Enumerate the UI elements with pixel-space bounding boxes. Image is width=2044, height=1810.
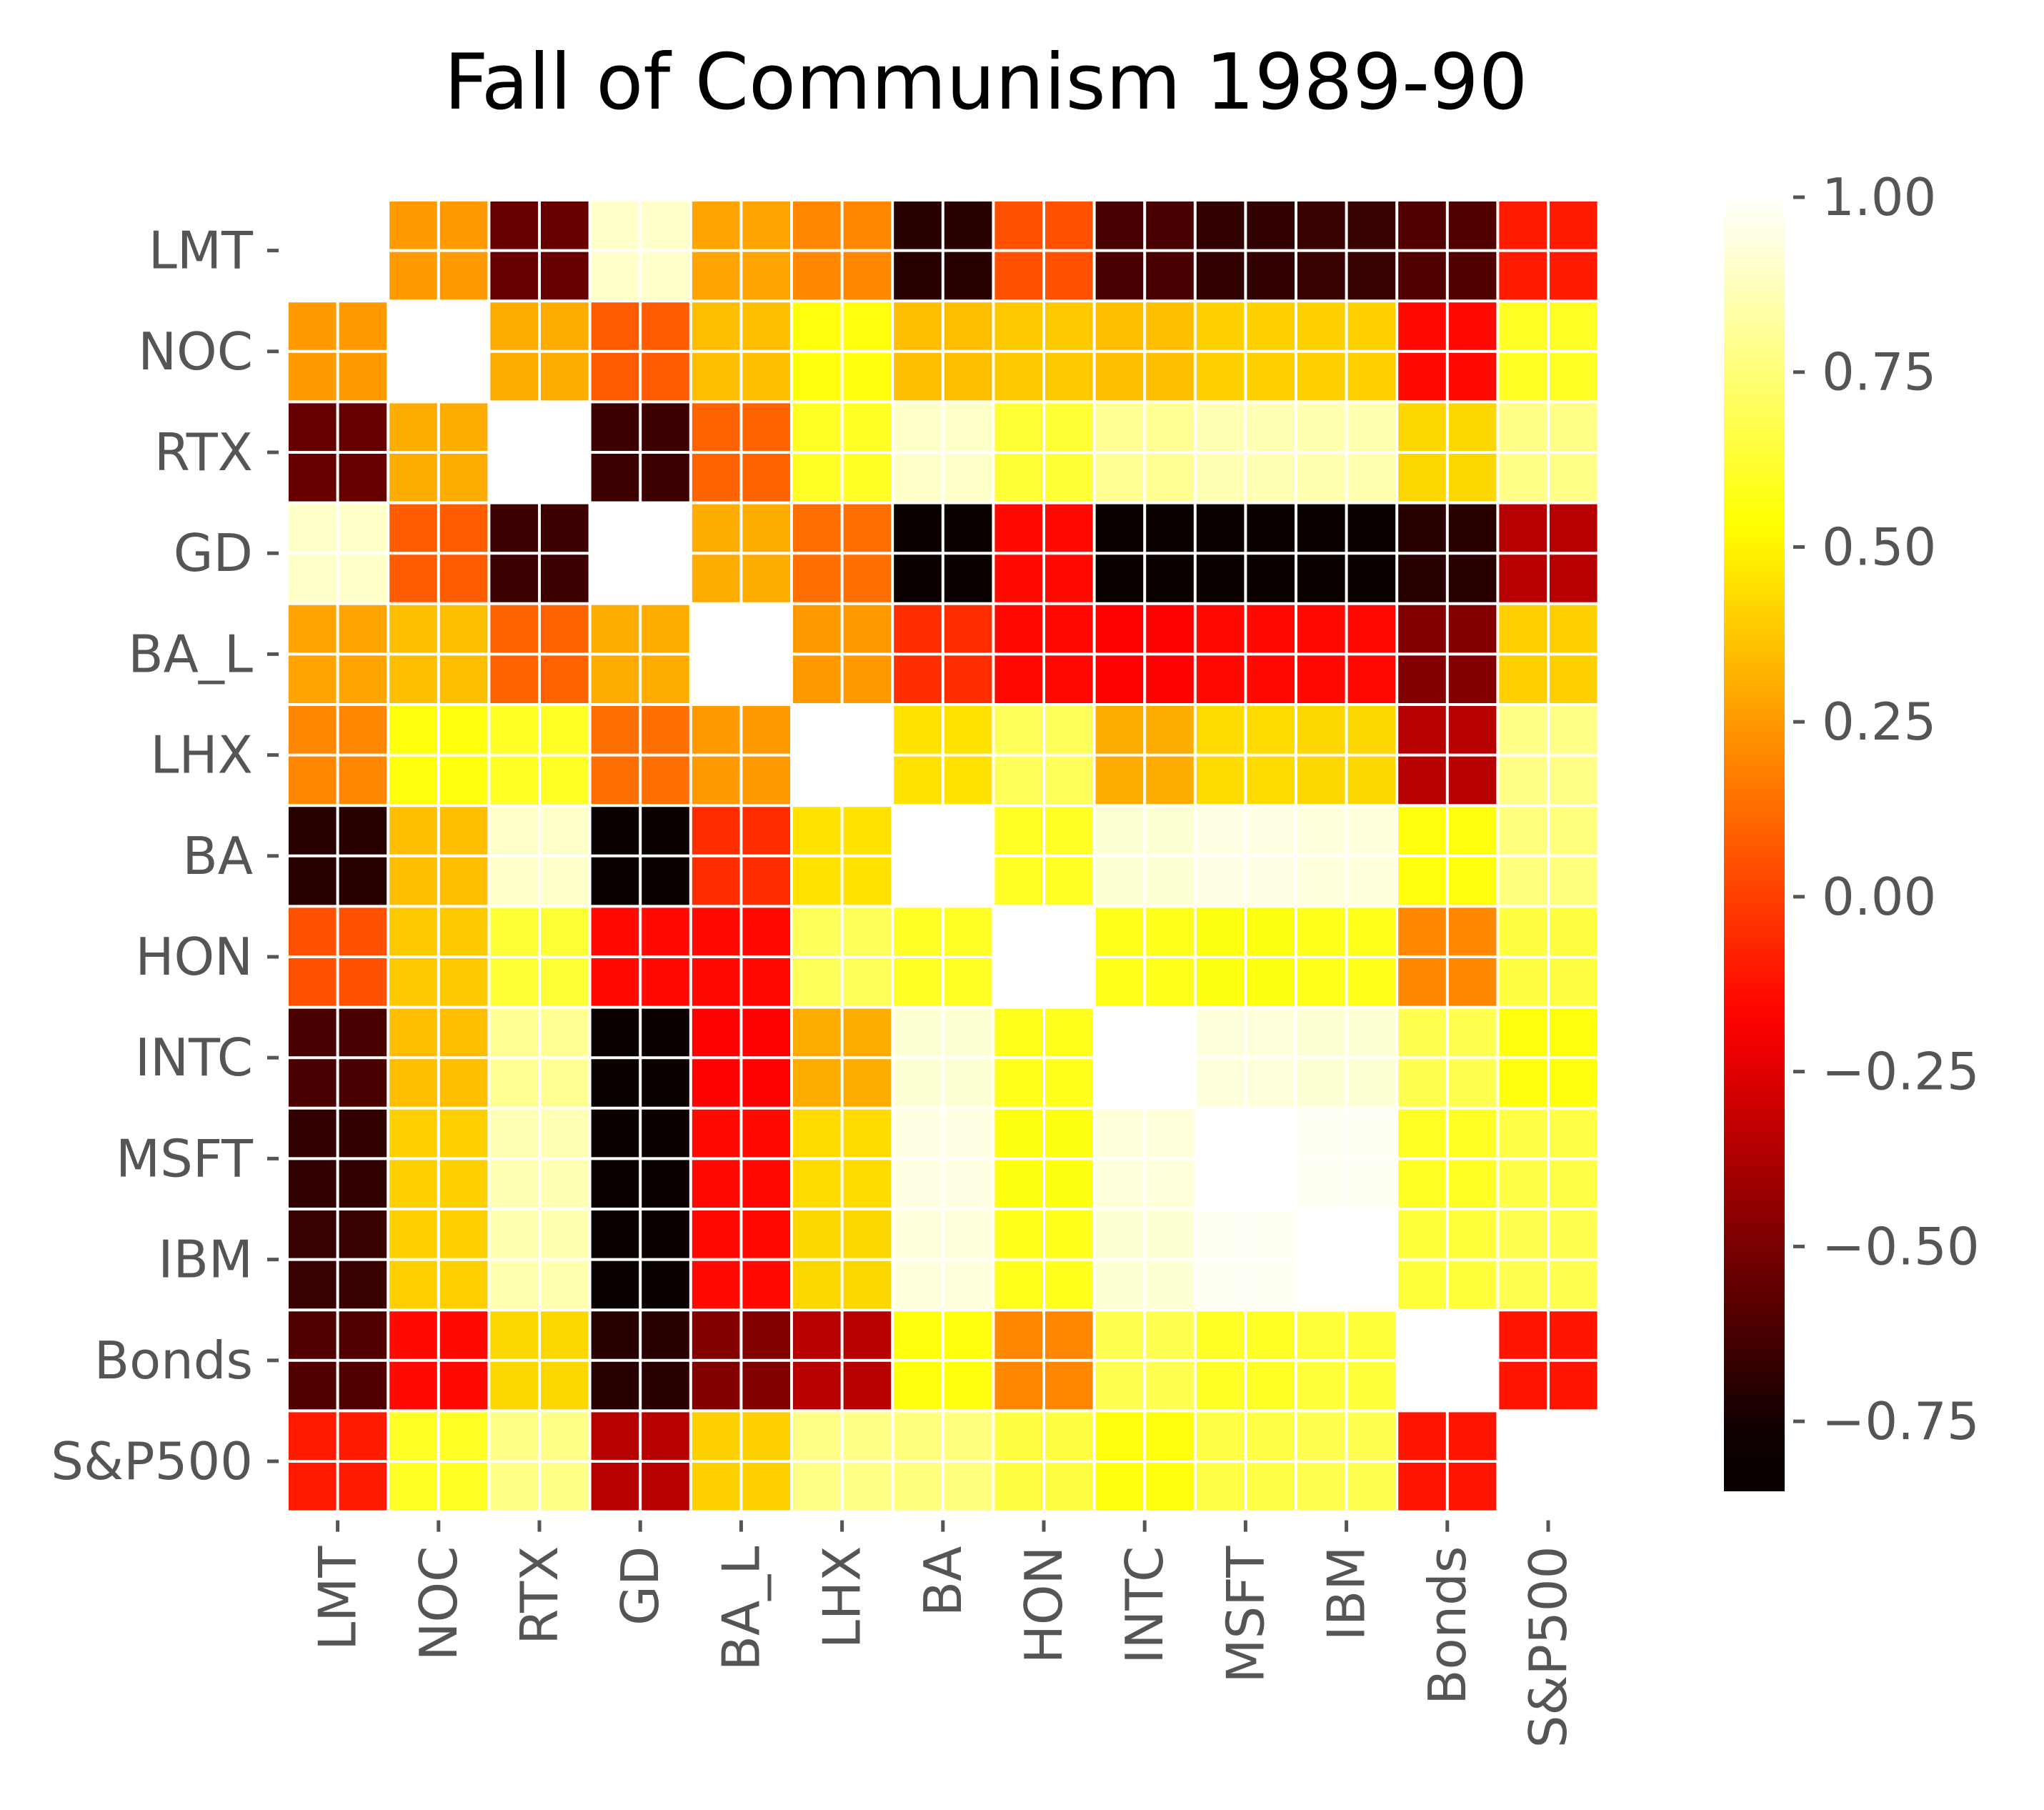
x-tick-label-rtx: RTX — [509, 1546, 569, 1645]
colorbar-tick-label: −0.25 — [1822, 1042, 1980, 1102]
y-tick-label-ba-l: BA_L — [128, 624, 253, 684]
y-tick-label-gd: GD — [174, 523, 253, 583]
colorbar-tick-label: 0.25 — [1822, 692, 1936, 752]
colorbar-axis: 1.00 0.75 0.50 0.25 0.00 −0.25 −0.50 −0.75 — [1793, 167, 1980, 1451]
y-tick-label-sandp500: S&P500 — [51, 1431, 253, 1491]
y-tick-label-ibm: IBM — [158, 1230, 253, 1290]
y-tick-label-ba: BA — [182, 826, 253, 886]
colorbar — [1724, 197, 1785, 1491]
colorbar-tick-label: 0.75 — [1822, 342, 1936, 402]
colorbar-tick-label: −0.50 — [1822, 1216, 1980, 1276]
y-tick-label-noc: NOC — [138, 322, 253, 382]
x-tick-label-hon: HON — [1014, 1546, 1074, 1664]
y-tick-label-intc: INTC — [135, 1028, 253, 1088]
x-tick-label-lmt: LMT — [308, 1546, 368, 1651]
x-tick-label-noc: NOC — [409, 1546, 469, 1661]
x-tick-label-intc: INTC — [1115, 1546, 1175, 1664]
x-tick-label-ba-l: BA_L — [711, 1546, 771, 1671]
x-axis: LMT NOC RTX GD BA_L LHX BA HON INTC MSFT IBM Bonds S… — [308, 1520, 1578, 1749]
x-tick-label-msft: MSFT — [1215, 1546, 1275, 1684]
y-tick-label-bonds: Bonds — [94, 1331, 253, 1391]
y-tick-label-rtx: RTX — [154, 422, 253, 482]
heatmap-grid — [286, 199, 1600, 1513]
y-axis: LMT NOC RTX GD BA_L LHX BA HON INTC MSFT IBM Bonds S… — [51, 221, 279, 1491]
x-tick-label-sandp500: S&P500 — [1518, 1546, 1578, 1749]
y-tick-label-lmt: LMT — [149, 221, 254, 281]
x-tick-label-gd: GD — [610, 1546, 670, 1626]
y-tick-label-hon: HON — [135, 927, 253, 987]
colorbar-tick-label: 0.00 — [1822, 867, 1936, 927]
colorbar-tick-label: −0.75 — [1822, 1391, 1980, 1451]
x-tick-label-ibm: IBM — [1317, 1546, 1377, 1641]
x-tick-label-lhx: LHX — [812, 1546, 872, 1649]
colorbar-tick-label: 1.00 — [1822, 167, 1936, 227]
y-tick-label-msft: MSFT — [116, 1128, 254, 1188]
y-tick-label-lhx: LHX — [150, 725, 253, 785]
x-tick-label-bonds: Bonds — [1417, 1546, 1477, 1705]
colorbar-tick-label: 0.50 — [1822, 517, 1936, 577]
x-tick-label-ba: BA — [913, 1546, 973, 1617]
chart-title: Fall of Communism 1989-90 — [444, 38, 1527, 127]
